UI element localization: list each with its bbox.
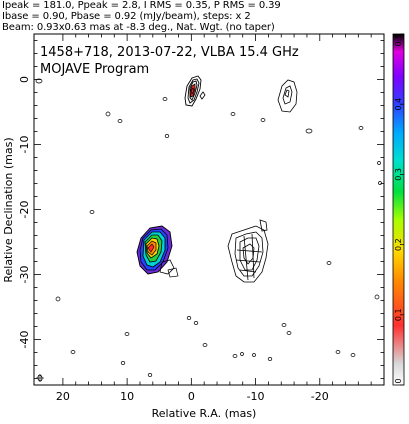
x-tick-label: 20 [56, 390, 70, 403]
x-tick-label: -10 [247, 390, 265, 403]
colorbar-tick-label: 0.2 [394, 238, 403, 251]
y-tick-label: 0 [18, 76, 31, 83]
chart-title: 1458+718, 2013-07-22, VLBA 15.4 GHz [40, 45, 299, 60]
colorbar-tick-label: 0 [394, 378, 403, 383]
y-tick-label: -10 [18, 136, 31, 154]
colorbar-tick-label: 0.3 [394, 168, 403, 181]
x-tick-label: -20 [311, 390, 329, 403]
colorbar-tick-label: 0.5 [394, 34, 403, 47]
plot-frame [33, 33, 385, 386]
northwest-feature [277, 79, 298, 113]
noise-contours [35, 78, 382, 377]
y-axis-label: Relative Declination (mas) [2, 137, 15, 282]
y-tick-label: -30 [18, 266, 31, 284]
y-tick-label: -40 [18, 331, 31, 349]
colorbar [392, 33, 405, 386]
core-component [184, 75, 206, 107]
header-line-1: Ipeak = 181.0, Ppeak = 2.8, I RMS = 0.35… [2, 0, 281, 11]
y-tick-label: -20 [18, 201, 31, 219]
southwest-jet [227, 219, 269, 283]
colorbar-tick-label: 0.4 [394, 98, 403, 111]
beam-ellipse [36, 374, 44, 382]
axis-ticks: 20 10 0 -10 -20 0 -10 -20 -30 -40 [18, 34, 385, 403]
x-axis-label: Relative R.A. (mas) [152, 407, 257, 420]
southeast-jet [136, 225, 179, 278]
x-tick-label: 10 [120, 390, 134, 403]
header-line-3: Beam: 0.93x0.63 mas at -8.3 deg., Nat. W… [2, 22, 275, 33]
x-tick-label: 0 [188, 390, 195, 403]
chart-subtitle: MOJAVE Program [40, 62, 149, 77]
colorbar-labels: 0 0.1 0.2 0.3 0.4 0.5 [394, 34, 404, 386]
colorbar-tick-label: 0.1 [394, 308, 403, 321]
header-line-2: Ibase = 0.90, Pbase = 0.92 (mJy/beam), s… [2, 11, 251, 22]
